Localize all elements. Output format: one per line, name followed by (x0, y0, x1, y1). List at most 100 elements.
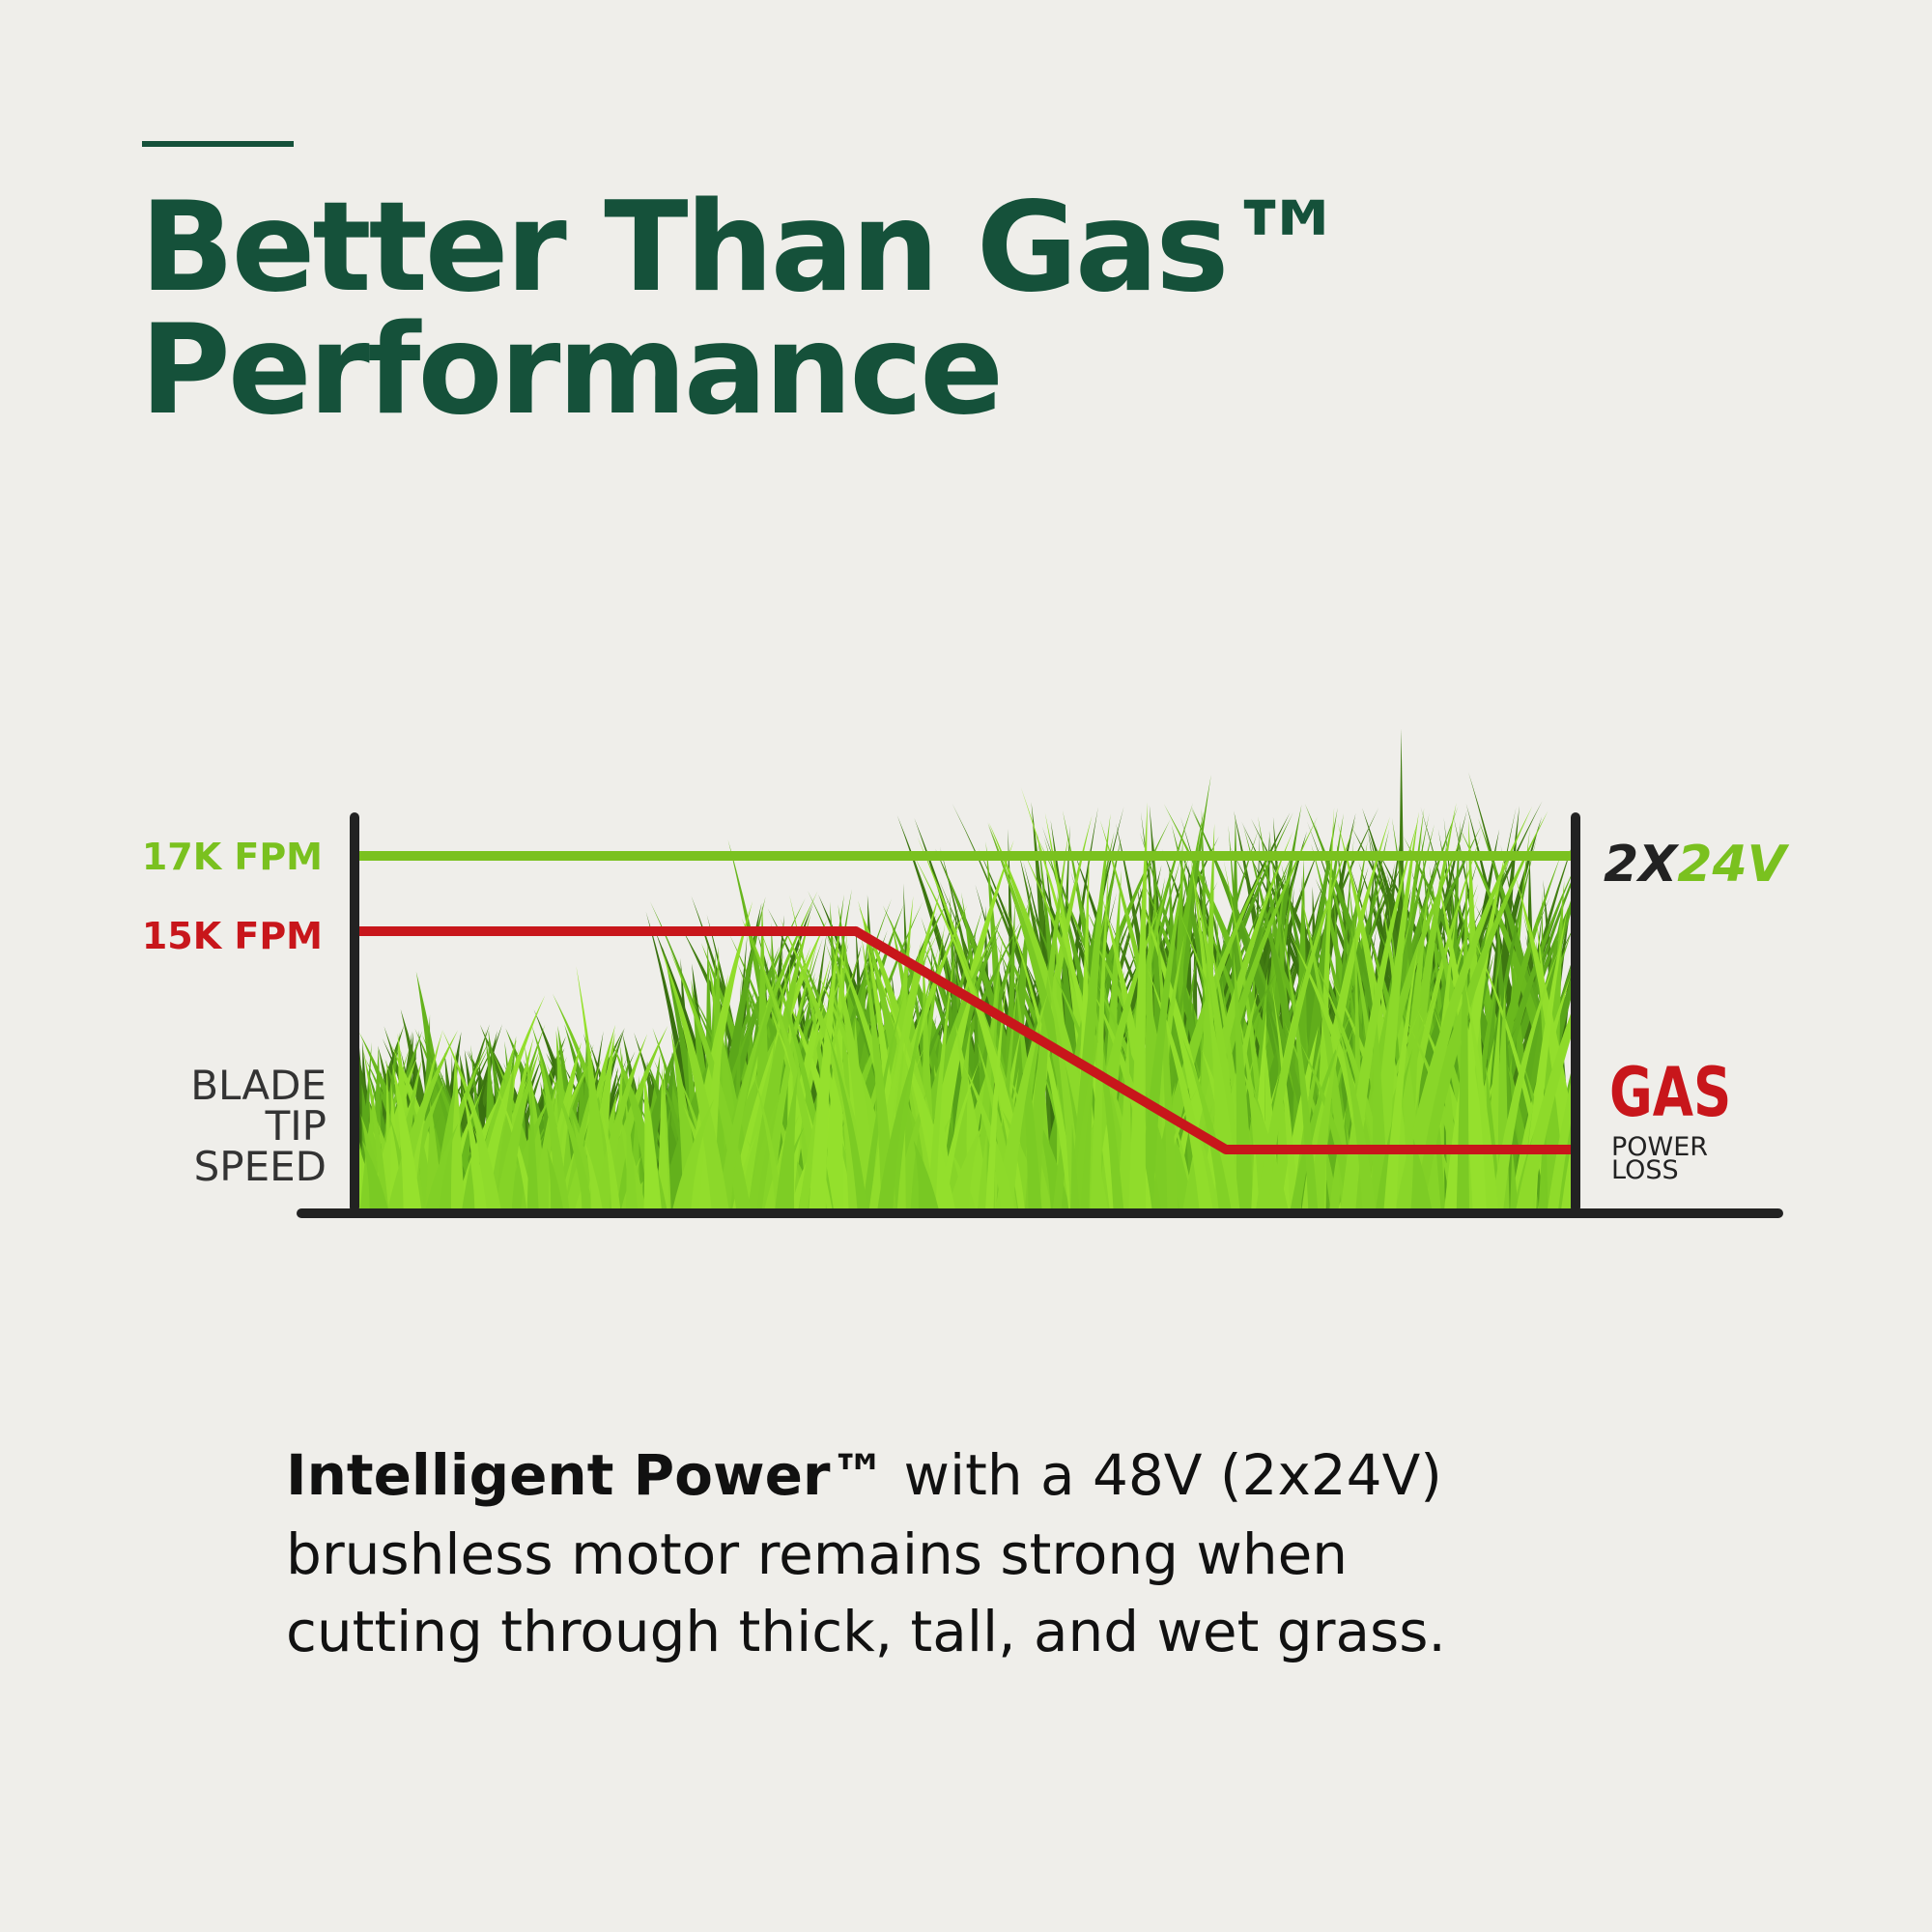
grass-blade (985, 969, 1008, 1209)
grass-blade (947, 1123, 983, 1209)
grass-blade (1405, 810, 1548, 1209)
top-speed-label: 17K FPM (142, 836, 323, 878)
grass-blade (825, 1023, 868, 1209)
grass-blade (902, 1050, 955, 1209)
title-line: Performance (140, 298, 1001, 442)
grass-blade (495, 1049, 540, 1209)
grass-blade (1207, 991, 1240, 1209)
grass-blade (1491, 947, 1560, 1209)
grass-blade (1279, 912, 1319, 1209)
grass-blade (1020, 786, 1120, 1209)
grass-blade (1515, 876, 1575, 1209)
gas-sublabel: LOSS (1611, 1155, 1679, 1185)
title-line: Better Than Gas™ (140, 176, 1347, 320)
grass-blade (961, 1062, 1015, 1209)
grass-blade (462, 1161, 476, 1209)
grass-blade (672, 1098, 715, 1209)
grass-blade (504, 1093, 553, 1209)
grass-blade (391, 1063, 422, 1209)
grass-blade (1233, 950, 1254, 1209)
grass-blade (1410, 1138, 1433, 1209)
grass-blade (995, 991, 1049, 1209)
grass-blade (1192, 868, 1245, 1209)
grass-blade (913, 1140, 939, 1209)
grass-blade (1337, 1021, 1377, 1209)
body-line: cutting through thick, tall, and wet gra… (286, 1599, 1446, 1664)
grass-blade (1196, 1122, 1219, 1209)
grass-blade (877, 1051, 915, 1209)
grass-blade (761, 940, 818, 1209)
gas-label: GAS (1609, 1053, 1731, 1131)
grass-blade (1241, 1067, 1289, 1209)
grass-blade (1256, 820, 1357, 1209)
grass-blade (974, 935, 1004, 1209)
grass-blade (659, 1029, 725, 1209)
brand-part: 2X (1604, 836, 1680, 894)
grass-blade (809, 924, 840, 1209)
grass-blade (1299, 1040, 1358, 1209)
grass-blade (526, 1083, 539, 1209)
gas-speed-line (355, 926, 1576, 1154)
grass-blade (1510, 1146, 1519, 1209)
grass-blade (937, 1060, 980, 1209)
grass-blade (1070, 1123, 1080, 1209)
brand-part: 24V (1677, 836, 1789, 894)
grass-blade (1307, 1042, 1339, 1209)
grass-blade (362, 1045, 389, 1209)
grass-blade (599, 1099, 621, 1209)
grass-blade (716, 989, 774, 1209)
grass-blade (643, 1069, 662, 1209)
grass-blade (1547, 1065, 1575, 1209)
grass-blade (473, 995, 546, 1209)
grass-blade (747, 924, 828, 1209)
grass-blade (362, 1140, 388, 1209)
grass-blade (862, 990, 905, 1209)
grass-blade (869, 953, 946, 1209)
grass-blade (1456, 852, 1469, 1209)
grass-blade (584, 1140, 603, 1209)
grass-blade (927, 939, 957, 1209)
grass-blade (462, 1086, 487, 1209)
body-line: Intelligent Power™ with a 48V (2x24V) (286, 1442, 1442, 1508)
grass-blade (1298, 887, 1354, 1209)
grass-blade (1521, 905, 1569, 1209)
grass-blade (977, 1129, 988, 1209)
grass-blade (858, 900, 925, 1209)
grass-blade (1251, 1140, 1260, 1209)
grass-blade (861, 937, 896, 1209)
grass-blade (1138, 845, 1189, 1209)
grass-blade (1153, 891, 1179, 1209)
grass-blade (536, 1039, 570, 1209)
grass-blade (600, 1025, 668, 1209)
grass-blade (775, 1071, 798, 1209)
grass-blade (889, 944, 940, 1209)
grass-blade (737, 945, 811, 1209)
grass-blade (660, 945, 729, 1209)
gas-sublabel: POWER (1611, 1132, 1708, 1162)
grass-blade (422, 1047, 480, 1209)
grass-blade (748, 914, 811, 1209)
body-text: with a 48V (2x24V) (904, 1442, 1442, 1508)
brand-logo: 2X24V (1604, 836, 1790, 894)
grass-blade (546, 1063, 594, 1209)
grass-blade (1118, 1027, 1133, 1209)
gas-speed-label: 15K FPM (142, 915, 323, 957)
grass-blade (1395, 806, 1533, 1209)
grass-blade (470, 1098, 501, 1209)
grass-blade (564, 1058, 602, 1209)
grass-blade (753, 1070, 783, 1209)
grass-blade (1072, 980, 1108, 1209)
grass-blade (1003, 900, 1078, 1209)
grass-blade (1181, 1037, 1232, 1209)
axis-label: BLADE (190, 1062, 327, 1109)
grass-blade (1383, 946, 1419, 1209)
grass-blade (747, 1088, 782, 1209)
grass-blade (425, 1122, 459, 1209)
grass-blade (1070, 813, 1111, 1209)
grass-blade (1128, 802, 1148, 1209)
axis-label: SPEED (194, 1143, 327, 1190)
grass-blade (1090, 862, 1109, 1209)
grass-blade (935, 896, 1035, 1209)
